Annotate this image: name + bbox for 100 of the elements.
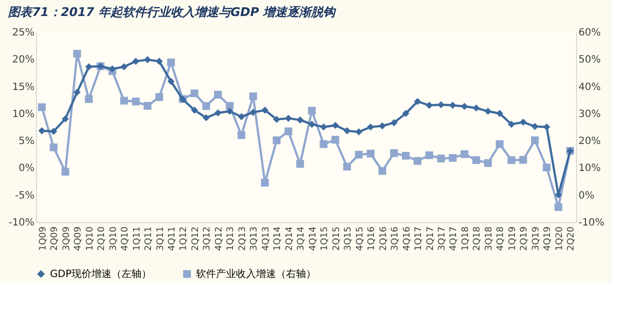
x-tick-label: 3Q14 <box>296 226 307 251</box>
point <box>508 156 516 164</box>
point <box>132 98 140 106</box>
x-tick-label: 3Q18 <box>484 226 494 251</box>
point <box>50 128 58 135</box>
point <box>296 116 304 124</box>
x-tick-label: 1Q20 <box>554 226 565 251</box>
point <box>320 123 328 131</box>
point <box>343 162 351 170</box>
point <box>531 122 538 130</box>
point <box>484 108 492 115</box>
point <box>531 136 539 144</box>
y2-tick-label: 20% <box>578 136 601 148</box>
point <box>214 90 222 99</box>
point <box>460 150 468 158</box>
y-tick-label: 25% <box>12 28 34 38</box>
y-tick-label: 15% <box>12 82 34 93</box>
x-tick-label: 3Q12 <box>202 226 213 251</box>
point <box>74 88 81 96</box>
x-tick-label: 2Q16 <box>378 226 389 251</box>
x-tick-label: 2Q15 <box>332 226 342 251</box>
y2-tick-label: -10% <box>578 218 604 228</box>
x-tick-label: 2Q13 <box>238 226 248 251</box>
x-tick-label: 2Q20 <box>566 226 577 251</box>
point <box>390 149 398 157</box>
point <box>38 103 46 112</box>
x-tick-label: 3Q11 <box>156 226 166 251</box>
point <box>156 58 163 65</box>
x-tick-label: 3Q17 <box>438 226 448 251</box>
point <box>85 63 92 70</box>
x-tick-label: 1Q09 <box>38 226 48 251</box>
x-tick-label: 1Q16 <box>367 226 378 251</box>
x-tick-label: 1Q13 <box>226 226 236 251</box>
point <box>167 58 175 66</box>
x-tick-label: 1Q18 <box>460 226 471 251</box>
x-tick-label: 4Q12 <box>214 226 224 251</box>
point <box>61 168 70 176</box>
point <box>402 152 410 160</box>
point <box>402 110 410 117</box>
point <box>62 115 69 122</box>
y2-tick-label: 50% <box>578 54 601 66</box>
x-tick-label: 4Q16 <box>402 226 412 251</box>
y2-tick-label: 0% <box>578 190 594 202</box>
x-tick-label: 3Q15 <box>344 226 354 251</box>
x-tick-label: 1Q10 <box>85 226 96 251</box>
point <box>144 102 152 110</box>
point <box>543 123 550 131</box>
point <box>331 136 340 144</box>
point <box>460 102 468 110</box>
point <box>273 116 280 123</box>
point <box>496 110 504 117</box>
point <box>202 114 210 122</box>
x-tick-label: 2Q14 <box>284 226 295 251</box>
point <box>120 63 128 70</box>
point <box>520 118 527 126</box>
point <box>354 150 363 159</box>
x-tick-label: 4Q15 <box>355 226 366 251</box>
point <box>437 101 445 108</box>
point <box>425 151 434 160</box>
point <box>449 102 456 109</box>
point <box>390 119 398 126</box>
x-tick-label: 3Q13 <box>250 226 260 251</box>
point <box>414 157 422 165</box>
point <box>308 106 316 115</box>
point <box>508 120 515 128</box>
x-tick-label: 2Q09 <box>50 226 60 251</box>
y2-tick-label: 10% <box>578 163 601 174</box>
point <box>366 150 374 158</box>
y2-tick-label: 40% <box>578 82 601 93</box>
point <box>542 164 551 172</box>
point <box>308 120 316 128</box>
x-tick-label: 4Q18 <box>496 226 506 251</box>
y-tick-label: 5% <box>18 136 34 148</box>
chart-title: 图表71：2017 年起软件行业收入增速与GDP 增速逐渐脱钩 <box>8 5 338 19</box>
point <box>155 93 164 102</box>
point <box>472 104 480 112</box>
y-tick-label: 10% <box>12 108 34 120</box>
point <box>272 136 281 144</box>
x-tick-label: 3Q09 <box>62 226 72 251</box>
point <box>296 160 304 168</box>
point <box>554 203 562 211</box>
x-tick-label: 2Q18 <box>472 226 483 251</box>
point <box>190 89 198 98</box>
x-tick-label: 4Q13 <box>261 226 272 251</box>
point <box>484 159 492 167</box>
x-tick-label: 2Q12 <box>190 226 201 251</box>
y2-tick-label: 30% <box>578 108 601 120</box>
point <box>261 178 269 187</box>
x-tick-label: 1Q17 <box>414 226 424 251</box>
x-tick-label: 1Q12 <box>179 226 190 251</box>
x-tick-label: 4Q19 <box>543 226 554 251</box>
x-tick-label: 1Q15 <box>320 226 330 251</box>
x-tick-label: 2Q19 <box>520 226 530 251</box>
y-tick-label: -10% <box>8 218 34 228</box>
y2-tick-label: 60% <box>578 28 601 38</box>
point <box>238 113 245 120</box>
point <box>226 108 234 115</box>
point <box>50 143 58 152</box>
point <box>202 102 210 110</box>
point <box>73 50 81 58</box>
